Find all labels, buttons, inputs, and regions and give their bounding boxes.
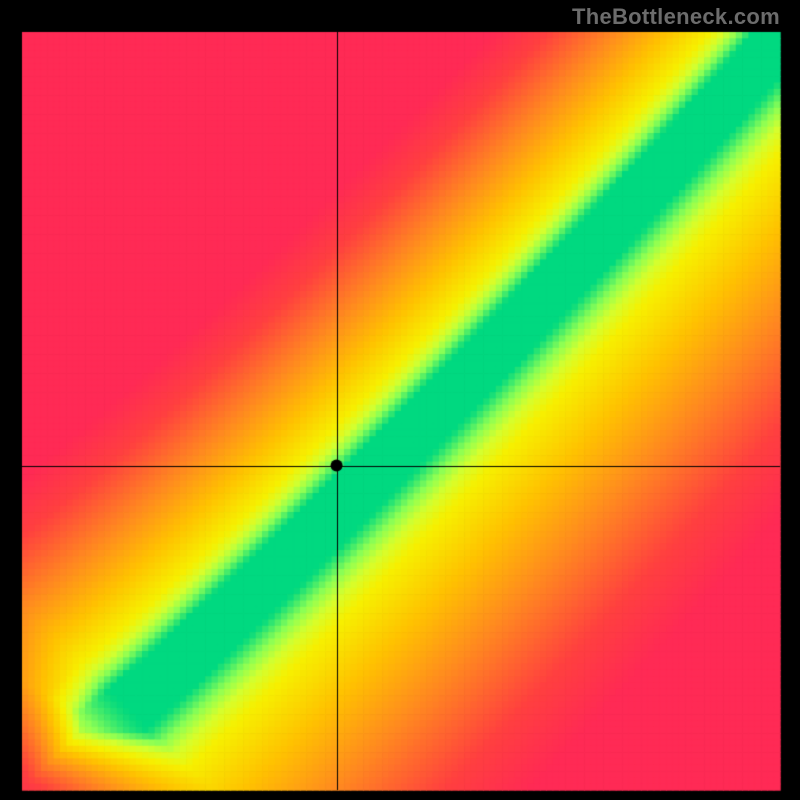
attribution-text: TheBottleneck.com bbox=[572, 4, 780, 30]
bottleneck-heatmap bbox=[0, 0, 800, 800]
stage: TheBottleneck.com bbox=[0, 0, 800, 800]
